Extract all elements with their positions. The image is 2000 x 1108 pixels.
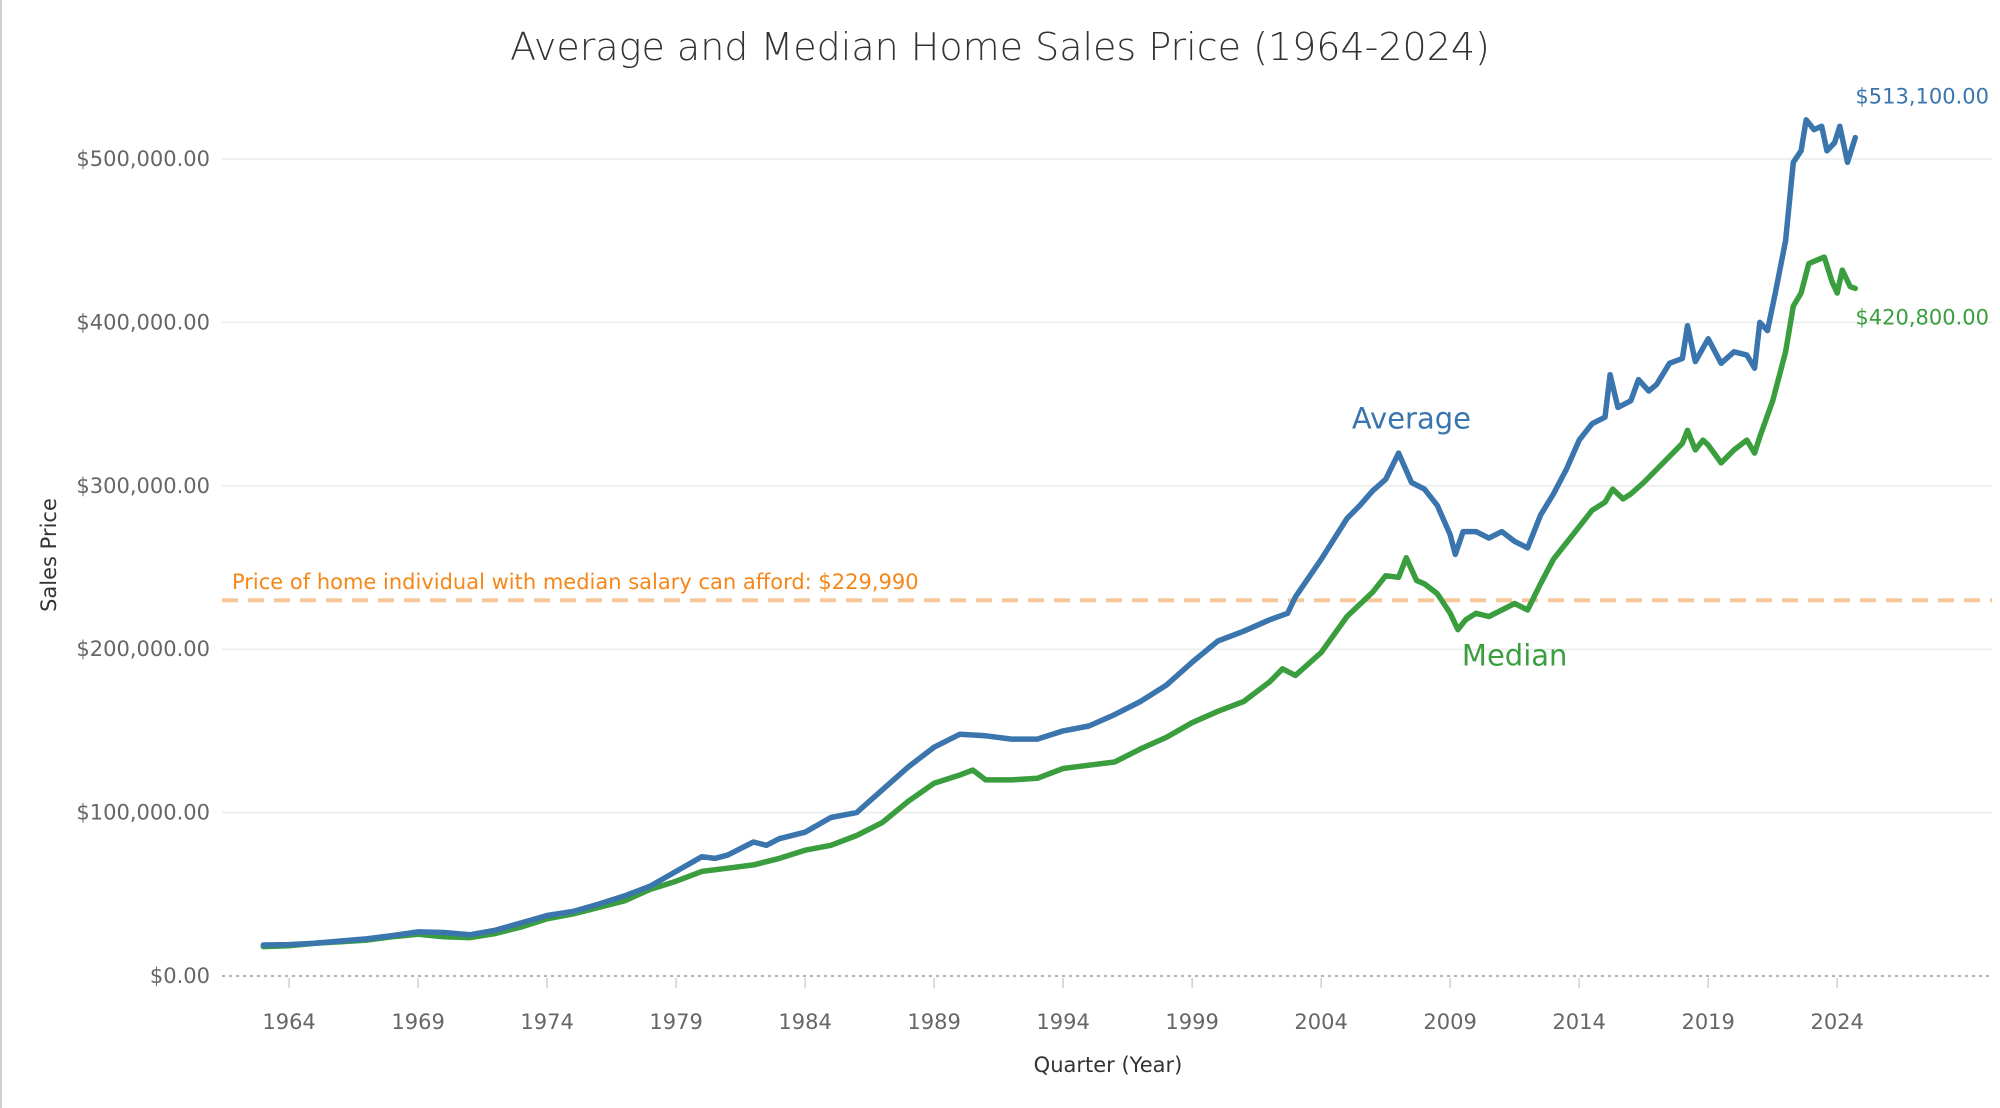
y-tick-label: $400,000.00 — [76, 310, 210, 334]
x-tick-label: 2019 — [1681, 1010, 1734, 1034]
chart-title: Average and Median Home Sales Price (196… — [510, 25, 1490, 69]
x-tick-label: 1989 — [907, 1010, 960, 1034]
x-tick-label: 1994 — [1036, 1010, 1089, 1034]
y-tick-label: $100,000.00 — [76, 801, 210, 825]
end-value-label-median: $420,800.00 — [1855, 305, 1989, 329]
y-axis-ticks: $0.00 $100,000.00 $200,000.00 $300,000.00 $4… — [76, 147, 210, 988]
reference-line-group: Price of home individual with median sal… — [222, 570, 1992, 603]
y-tick-label: $300,000.00 — [76, 474, 210, 498]
frame-edge — [0, 0, 2, 1108]
x-tick-label: 1979 — [649, 1010, 702, 1034]
x-tick-label: 2024 — [1810, 1010, 1863, 1034]
y-tick-label: $500,000.00 — [76, 147, 210, 171]
x-axis-title: Quarter (Year) — [1034, 1053, 1183, 1077]
series-lines — [260, 117, 1859, 950]
x-tick-label: 2014 — [1552, 1010, 1605, 1034]
y-axis-title: Sales Price — [37, 498, 61, 612]
series-name-label-median: Median — [1462, 639, 1567, 673]
x-tick-label: 2004 — [1294, 1010, 1347, 1034]
series-name-label-average: Average — [1352, 402, 1471, 436]
series-labels: $513,100.00 $420,800.00 Average Median — [1352, 85, 1989, 673]
x-axis-ticks: 1964 1969 1974 1979 1984 1989 1994 1999 2004 2009… — [262, 978, 1864, 1034]
y-tick-label: $200,000.00 — [76, 637, 210, 661]
series-line-average — [260, 117, 1859, 948]
x-tick-label: 1964 — [262, 1010, 315, 1034]
y-tick-label: $0.00 — [150, 964, 210, 988]
gridlines — [222, 158, 1992, 977]
x-tick-label: 1974 — [520, 1010, 573, 1034]
series-line-median — [260, 254, 1859, 950]
x-tick-label: 1999 — [1165, 1010, 1218, 1034]
x-tick-label: 1969 — [391, 1010, 444, 1034]
x-tick-label: 1984 — [778, 1010, 831, 1034]
reference-line-label: Price of home individual with median sal… — [232, 570, 919, 594]
x-tick-label: 2009 — [1423, 1010, 1476, 1034]
end-value-label-average: $513,100.00 — [1855, 85, 1989, 109]
